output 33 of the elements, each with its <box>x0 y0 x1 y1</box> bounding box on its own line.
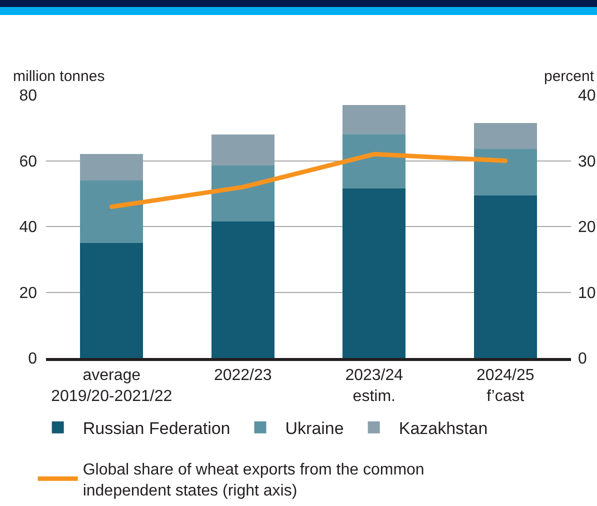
y2-tick-label: 40 <box>578 88 596 105</box>
y-axis-title: million tonnes <box>13 68 105 85</box>
y2-tick-label: 0 <box>578 350 587 368</box>
bar <box>474 149 537 196</box>
bar <box>474 195 537 358</box>
x-tick-label: 2022/23 <box>214 366 272 384</box>
bar <box>80 180 144 243</box>
x-tick-label: 2024/25 f’cast <box>476 366 534 405</box>
line-series <box>109 152 508 210</box>
y2-tick-label: 10 <box>578 284 596 302</box>
legend-label: Kazakhstan <box>398 419 488 438</box>
y-tick-label: 40 <box>19 219 38 236</box>
y-tick-label: 80 <box>19 88 38 105</box>
legend-label: Ukraine <box>285 419 344 438</box>
legend-label: Russian Federation <box>82 419 230 438</box>
y-tick-label: 0 <box>28 350 38 368</box>
y2-tick-label: 30 <box>578 153 596 170</box>
legend-label: Global share of wheat exports from the common independent states (right axis) <box>82 461 424 500</box>
x-tick-label: 2023/24 estim. <box>345 366 404 405</box>
y2-axis-title: percent <box>544 68 595 85</box>
y2-tick-label: 20 <box>578 219 596 236</box>
y-tick-label: 20 <box>19 284 38 302</box>
bar <box>211 166 274 222</box>
bar <box>211 222 274 358</box>
bar <box>80 242 144 358</box>
y-tick-label: 60 <box>19 153 38 170</box>
bar <box>342 104 406 134</box>
bar <box>211 134 274 166</box>
bar <box>80 154 144 180</box>
x-tick-label: average 2019/20-2021/22 <box>51 366 172 405</box>
bar <box>342 188 406 358</box>
bar <box>342 134 406 189</box>
bar <box>474 122 537 150</box>
